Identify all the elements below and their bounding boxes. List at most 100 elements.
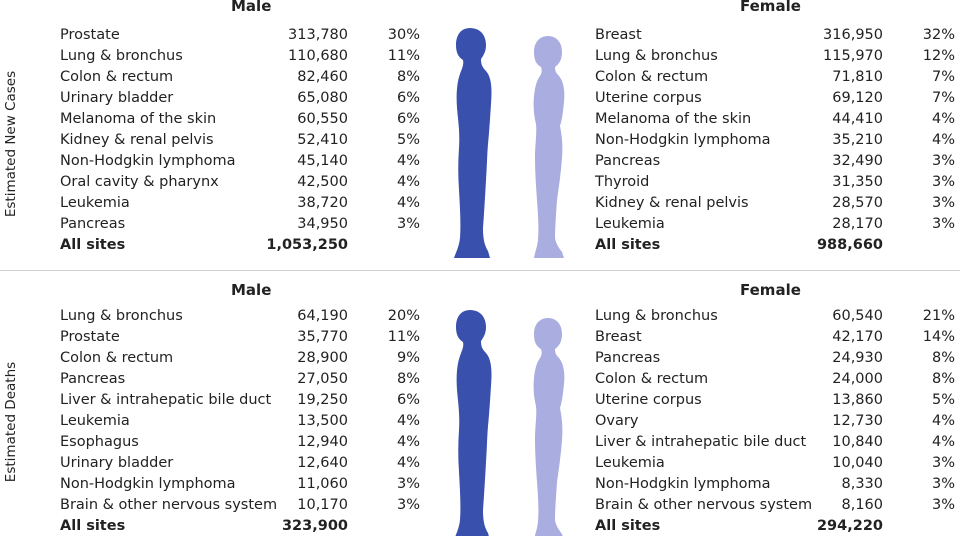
total-count: 988,660: [816, 237, 883, 253]
table-row: Prostate 35,770 11%: [0, 327, 960, 348]
percentage: 9%: [396, 350, 420, 366]
female-header-new-cases: Female: [740, 0, 801, 15]
table-row: Pancreas 34,950 3%: [0, 214, 960, 235]
cancer-site: Pancreas: [595, 350, 661, 366]
total-label: All sites: [595, 518, 661, 534]
cancer-site: Brain & other nervous system: [60, 497, 278, 513]
percentage: 11%: [387, 329, 420, 345]
case-count: 31,350: [832, 174, 883, 190]
case-count: 12,730: [832, 413, 883, 429]
cancer-site: Lung & bronchus: [595, 308, 718, 324]
case-count: 42,500: [297, 174, 348, 190]
table-row: Non-Hodgkin lymphoma 35,210 4%: [0, 130, 960, 151]
percentage: 4%: [931, 413, 955, 429]
cancer-site: Uterine corpus: [595, 392, 702, 408]
percentage: 14%: [922, 329, 955, 345]
percentage: 3%: [396, 497, 420, 513]
cancer-site: Colon & rectum: [60, 350, 174, 366]
percentage: 8%: [396, 69, 420, 85]
table-row: Non-Hodgkin lymphoma 45,140 4%: [0, 151, 960, 172]
table-row: Non-Hodgkin lymphoma 11,060 3%: [0, 474, 960, 495]
percentage: 8%: [931, 371, 955, 387]
cancer-site: Pancreas: [60, 371, 126, 387]
table-row: Pancreas 24,930 8%: [0, 348, 960, 369]
total-count: 1,053,250: [266, 237, 348, 253]
table-row: Brain & other nervous system 10,170 3%: [0, 495, 960, 516]
case-count: 52,410: [297, 132, 348, 148]
percentage: 5%: [931, 392, 955, 408]
case-count: 10,040: [832, 455, 883, 471]
table-row: Colon & rectum 82,460 8%: [0, 67, 960, 88]
case-count: 45,140: [297, 153, 348, 169]
percentage: 4%: [396, 153, 420, 169]
total-label: All sites: [60, 237, 126, 253]
percentage: 4%: [396, 455, 420, 471]
percentage: 3%: [396, 476, 420, 492]
male-silhouette-icon-deaths: [455, 310, 492, 536]
cancer-site: Esophagus: [60, 434, 139, 450]
case-count: 115,970: [823, 48, 883, 64]
case-count: 8,330: [841, 476, 883, 492]
table-row: Lung & bronchus 60,540 21%: [0, 306, 960, 327]
table-row: Pancreas 32,490 3%: [0, 151, 960, 172]
case-count: 60,550: [297, 111, 348, 127]
cancer-site: Lung & bronchus: [60, 308, 183, 324]
case-count: 313,780: [288, 27, 348, 43]
case-count: 19,250: [297, 392, 348, 408]
total-count: 294,220: [816, 518, 883, 534]
percentage: 3%: [931, 153, 955, 169]
percentage: 3%: [931, 476, 955, 492]
case-count: 28,900: [297, 350, 348, 366]
female-silhouette-shape-deaths: [533, 318, 565, 536]
case-count: 34,950: [297, 216, 348, 232]
case-count: 44,410: [832, 111, 883, 127]
table-row: Leukemia 28,170 3%: [0, 214, 960, 235]
table-row: Leukemia 13,500 4%: [0, 411, 960, 432]
percentage: 32%: [922, 27, 955, 43]
percentage: 7%: [931, 69, 955, 85]
table-row: Urinary bladder 12,640 4%: [0, 453, 960, 474]
cancer-site: Liver & intrahepatic bile duct: [60, 392, 272, 408]
percentage: 3%: [931, 455, 955, 471]
cancer-site: Colon & rectum: [595, 69, 709, 85]
percentage: 3%: [396, 216, 420, 232]
table-row: Non-Hodgkin lymphoma 8,330 3%: [0, 474, 960, 495]
female-header-deaths: Female: [740, 281, 801, 299]
percentage: 4%: [396, 195, 420, 211]
case-count: 13,860: [832, 392, 883, 408]
percentage: 3%: [931, 216, 955, 232]
percentage: 8%: [931, 350, 955, 366]
cancer-site: Breast: [595, 329, 642, 345]
case-count: 35,210: [832, 132, 883, 148]
percentage: 4%: [931, 132, 955, 148]
cancer-site: Pancreas: [60, 216, 126, 232]
table-row: Oral cavity & pharynx 42,500 4%: [0, 172, 960, 193]
case-count: 24,000: [832, 371, 883, 387]
percentage: 20%: [387, 308, 420, 324]
total-row: All sites 1,053,250: [0, 235, 960, 256]
case-count: 12,640: [297, 455, 348, 471]
cancer-site: Uterine corpus: [595, 90, 702, 106]
table-row: Kidney & renal pelvis 28,570 3%: [0, 193, 960, 214]
case-count: 71,810: [832, 69, 883, 85]
section-divider: [0, 270, 960, 271]
table-row: Leukemia 38,720 4%: [0, 193, 960, 214]
male-header-new-cases: Male: [231, 0, 272, 15]
percentage: 3%: [931, 195, 955, 211]
total-row: All sites 294,220: [0, 516, 960, 537]
percentage: 3%: [931, 174, 955, 190]
table-row: Liver & intrahepatic bile duct 19,250 6%: [0, 390, 960, 411]
male-silhouette-shape: [454, 28, 492, 258]
cancer-site: Non-Hodgkin lymphoma: [595, 476, 771, 492]
table-row: Colon & rectum 71,810 7%: [0, 67, 960, 88]
case-count: 27,050: [297, 371, 348, 387]
cancer-site: Thyroid: [595, 174, 650, 190]
cancer-site: Brain & other nervous system: [595, 497, 813, 513]
case-count: 11,060: [297, 476, 348, 492]
case-count: 35,770: [297, 329, 348, 345]
total-row: All sites 988,660: [0, 235, 960, 256]
case-count: 12,940: [297, 434, 348, 450]
table-row: Melanoma of the skin 60,550 6%: [0, 109, 960, 130]
cancer-site: Prostate: [60, 329, 120, 345]
cancer-site: Non-Hodgkin lymphoma: [60, 476, 236, 492]
